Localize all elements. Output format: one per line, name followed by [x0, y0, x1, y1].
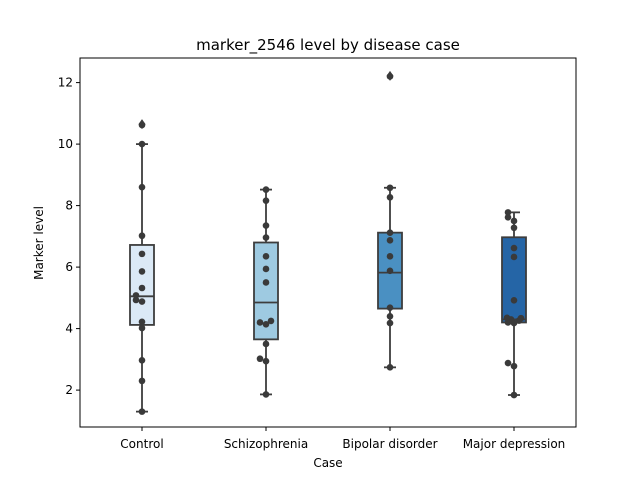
data-point: [256, 319, 264, 326]
plot-area: [79, 57, 577, 428]
x-tick-label: Control: [120, 437, 163, 451]
data-point: [256, 355, 264, 363]
y-axis-title: Marker level: [32, 206, 46, 280]
data-point: [267, 317, 275, 325]
data-point: [262, 357, 270, 365]
data-point: [262, 340, 270, 348]
box-plots: [129, 70, 527, 413]
data-point: [262, 265, 270, 273]
data-point: [138, 408, 146, 415]
data-point: [386, 73, 394, 80]
data-point: [386, 267, 394, 275]
x-tick-label: Major depression: [463, 437, 566, 451]
data-point: [386, 237, 394, 244]
data-point: [132, 292, 140, 299]
y-tick-label: 4: [65, 322, 73, 336]
data-point: [138, 140, 146, 148]
data-point: [138, 232, 146, 240]
data-point: [510, 224, 518, 232]
data-point: [386, 229, 394, 236]
data-point: [504, 213, 512, 221]
data-point: [503, 314, 511, 322]
box: [501, 236, 527, 324]
data-point: [510, 362, 518, 370]
box-group-0: [129, 119, 155, 413]
data-point: [386, 253, 394, 260]
data-point: [386, 193, 394, 201]
data-point: [262, 186, 270, 193]
chart-title: marker_2546 level by disease case: [196, 36, 460, 55]
data-point: [510, 253, 518, 261]
data-point: [510, 244, 518, 252]
x-tick-label: Schizophrenia: [224, 437, 308, 451]
y-tick-label: 10: [58, 137, 73, 151]
data-point: [386, 184, 394, 192]
data-points: [132, 73, 525, 415]
data-point: [262, 279, 270, 286]
data-point: [386, 319, 394, 327]
data-point: [132, 296, 140, 304]
data-point: [262, 234, 270, 241]
data-point: [386, 364, 394, 371]
data-point: [138, 298, 146, 305]
data-point: [386, 304, 394, 311]
data-point: [138, 318, 146, 326]
box-group-3: [501, 211, 527, 396]
data-point: [138, 324, 146, 332]
data-point: [138, 284, 146, 292]
data-point: [517, 314, 525, 322]
data-point: [510, 391, 518, 399]
data-point: [262, 253, 270, 260]
x-axis-title: Case: [313, 456, 342, 470]
data-point: [138, 268, 146, 275]
x-tick-label: Bipolar disorder: [342, 437, 437, 451]
data-point: [138, 121, 146, 129]
data-point: [138, 183, 146, 191]
data-point: [262, 197, 270, 204]
y-tick-label: 8: [65, 199, 73, 213]
data-point: [262, 320, 270, 328]
data-point: [262, 391, 270, 398]
data-point: [138, 377, 146, 385]
x-axis: Control Schizophrenia Bipolar disorder Majo…: [120, 427, 565, 451]
data-point: [510, 217, 518, 225]
data-point: [262, 222, 270, 229]
data-point: [504, 209, 512, 216]
y-tick-label: 12: [58, 76, 73, 90]
data-point: [510, 297, 518, 304]
data-point: [138, 356, 146, 364]
data-point: [386, 313, 394, 320]
data-point: [138, 250, 146, 258]
data-point: [504, 359, 512, 367]
y-tick-label: 6: [65, 260, 73, 274]
y-axis: 2 4 6 8 10 12: [58, 76, 80, 397]
y-tick-label: 2: [65, 383, 73, 397]
